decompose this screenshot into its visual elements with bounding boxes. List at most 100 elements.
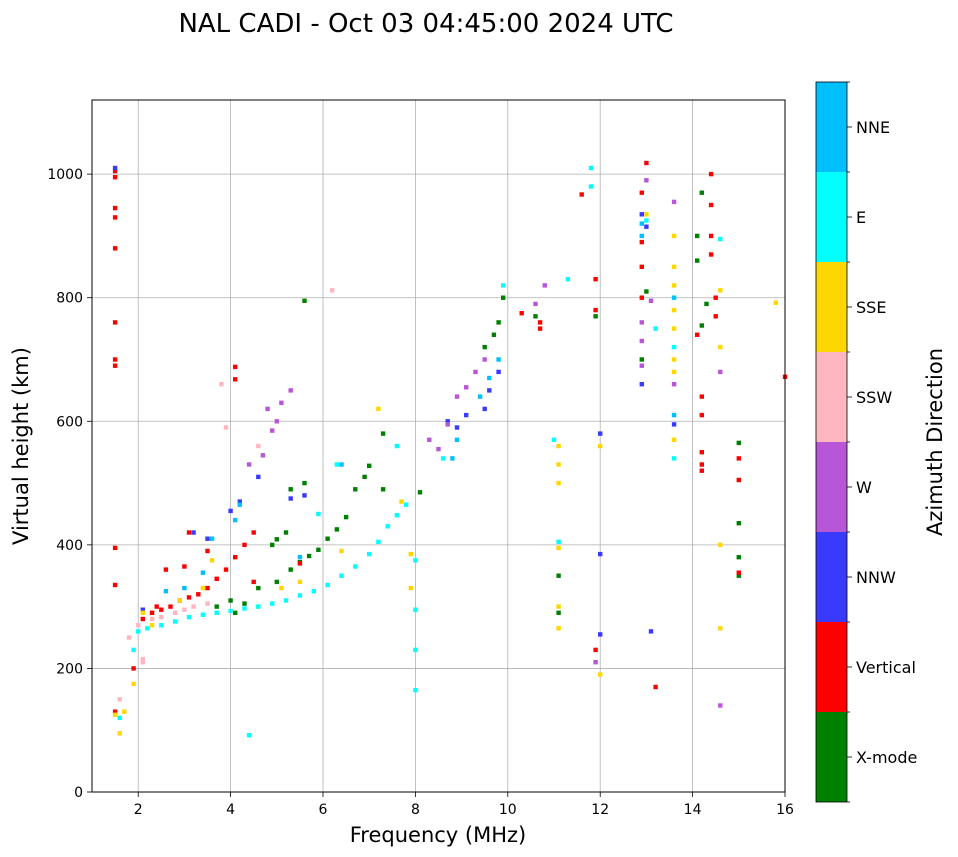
data-point — [708, 202, 714, 208]
data-point — [708, 171, 714, 177]
data-point — [233, 555, 238, 560]
data-point — [209, 536, 215, 541]
data-point — [482, 357, 487, 362]
data-point — [464, 412, 469, 418]
data-point — [593, 277, 598, 282]
data-point — [699, 468, 704, 473]
data-point — [413, 607, 418, 612]
data-point — [159, 607, 164, 612]
data-point — [556, 604, 561, 609]
data-point — [149, 623, 155, 628]
x-axis-label: Frequency (MHz) — [350, 823, 526, 847]
data-point — [537, 326, 543, 331]
data-point — [343, 514, 349, 520]
colorbar-segment — [816, 172, 847, 262]
data-point — [588, 165, 594, 171]
data-point — [671, 233, 677, 239]
data-point — [182, 607, 187, 612]
data-point — [186, 614, 192, 620]
chart-title: NAL CADI - Oct 03 04:45:00 2024 UTC — [178, 9, 673, 39]
x-axis-ticks: 2 4 6 8 10 12 14 16 — [134, 792, 794, 818]
y-tick-label: 600 — [56, 414, 83, 430]
data-point — [311, 589, 316, 594]
data-point — [205, 536, 210, 541]
data-point — [644, 178, 649, 183]
data-point — [708, 252, 714, 257]
data-point — [565, 277, 571, 282]
data-point — [671, 344, 677, 350]
data-point — [274, 419, 279, 424]
data-point — [173, 619, 178, 624]
data-point — [380, 431, 386, 436]
data-point — [334, 527, 340, 532]
data-point — [367, 551, 372, 557]
data-point — [644, 212, 649, 217]
colorbar-category-label: E — [856, 208, 866, 227]
data-point — [242, 606, 247, 611]
colorbar-segment — [816, 442, 847, 532]
data-point — [695, 332, 700, 337]
data-point — [482, 344, 487, 350]
data-point — [279, 400, 284, 405]
data-point — [718, 542, 723, 548]
data-point — [316, 547, 321, 552]
data-point — [283, 598, 289, 603]
data-point — [713, 295, 718, 300]
data-point — [671, 382, 677, 387]
data-point — [279, 585, 284, 591]
data-point — [112, 320, 118, 325]
data-point — [112, 168, 118, 174]
data-point — [112, 712, 118, 717]
data-point — [233, 610, 238, 615]
data-point — [501, 295, 506, 300]
data-point — [671, 456, 677, 461]
data-point — [362, 474, 367, 480]
data-point — [306, 553, 312, 559]
data-point — [228, 608, 233, 614]
data-point — [427, 437, 432, 442]
data-point — [556, 626, 561, 631]
data-point — [736, 477, 741, 483]
data-point — [265, 406, 270, 412]
data-point — [228, 598, 233, 603]
data-point — [450, 456, 455, 461]
data-point — [117, 715, 122, 721]
data-point — [122, 709, 127, 714]
data-point — [496, 357, 501, 362]
data-point — [191, 530, 196, 535]
data-point — [644, 218, 649, 223]
data-point — [704, 301, 709, 307]
data-point — [639, 382, 644, 387]
data-point — [274, 537, 279, 542]
data-point — [417, 490, 423, 495]
data-point — [219, 382, 224, 387]
data-point — [205, 548, 210, 554]
data-point — [302, 493, 307, 498]
data-point — [145, 626, 150, 631]
data-point — [487, 388, 492, 393]
data-point — [496, 369, 501, 375]
data-point — [501, 283, 506, 288]
data-point — [168, 604, 173, 609]
y-tick-label: 400 — [56, 538, 83, 554]
data-point — [214, 604, 219, 609]
y-axis-label: Virtual height (km) — [9, 347, 33, 545]
data-point — [639, 239, 644, 245]
data-point — [718, 236, 723, 242]
data-point — [598, 672, 603, 677]
data-point — [408, 551, 413, 557]
data-point — [491, 332, 497, 337]
data-point — [699, 412, 704, 418]
data-point — [126, 635, 132, 640]
data-point — [454, 394, 460, 399]
data-point — [556, 443, 561, 449]
data-point — [639, 363, 644, 368]
data-point — [112, 709, 118, 714]
data-point — [297, 555, 303, 560]
data-point — [270, 428, 275, 433]
data-point — [445, 422, 450, 427]
data-point — [648, 629, 654, 634]
data-point — [163, 589, 169, 594]
series-w — [246, 178, 723, 708]
x-tick-label: 8 — [411, 802, 420, 818]
